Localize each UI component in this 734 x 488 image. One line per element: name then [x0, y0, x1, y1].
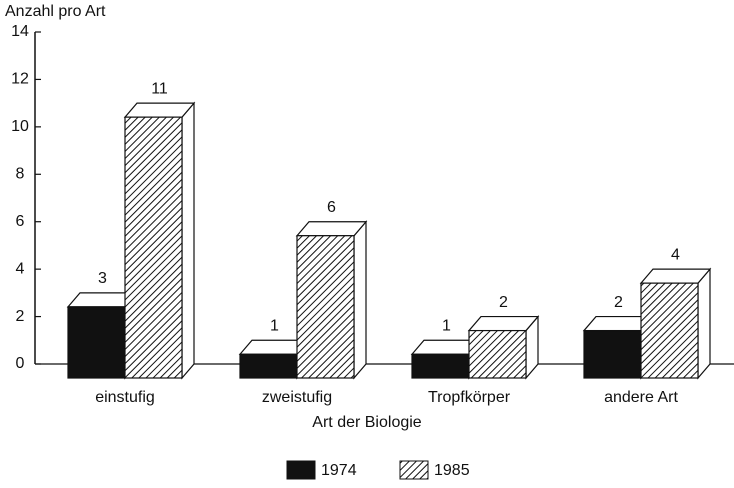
- bar: [583, 329, 642, 379]
- bar-top: [467, 315, 540, 332]
- y-tick-label: 10: [11, 118, 29, 135]
- bar-top: [123, 102, 196, 118]
- legend-swatch: [286, 460, 316, 480]
- y-tick-label: 8: [16, 166, 25, 183]
- legend-label: 1985: [434, 462, 470, 479]
- bar: [239, 353, 298, 379]
- value-label: 1: [270, 318, 279, 335]
- value-label: 1: [442, 318, 451, 335]
- x-tick-label: zweistufig: [262, 389, 332, 406]
- bar-side: [181, 101, 195, 380]
- bar-side: [353, 220, 367, 380]
- x-tick-label: einstufig: [95, 389, 155, 406]
- y-tick-label: 14: [11, 23, 29, 40]
- bar: [67, 306, 126, 379]
- bar: [640, 282, 699, 379]
- legend-swatch: [399, 460, 429, 480]
- y-tick-label: 12: [11, 71, 29, 88]
- bar: [296, 235, 355, 379]
- legend-label: 1974: [321, 462, 357, 479]
- bar: [124, 116, 183, 379]
- bar: [468, 329, 527, 379]
- y-tick-label: 6: [16, 213, 25, 230]
- bar-top: [639, 268, 712, 284]
- y-tick-label: 4: [16, 260, 25, 277]
- value-label: 6: [327, 199, 336, 216]
- bar-top: [295, 221, 368, 237]
- value-label: 2: [614, 294, 623, 311]
- x-tick-label: andere Art: [604, 389, 678, 406]
- x-axis-label: Art der Biologie: [312, 414, 421, 431]
- value-label: 11: [151, 80, 168, 97]
- bar: [411, 353, 470, 379]
- y-tick-label: 2: [16, 308, 25, 325]
- x-tick-label: Tropfkörper: [428, 389, 511, 406]
- y-tick-label: 0: [16, 355, 25, 372]
- y-axis-label: Anzahl pro Art: [5, 3, 106, 20]
- value-label: 3: [98, 270, 107, 287]
- value-label: 2: [499, 294, 508, 311]
- value-label: 4: [671, 246, 680, 263]
- bar-side: [697, 267, 711, 380]
